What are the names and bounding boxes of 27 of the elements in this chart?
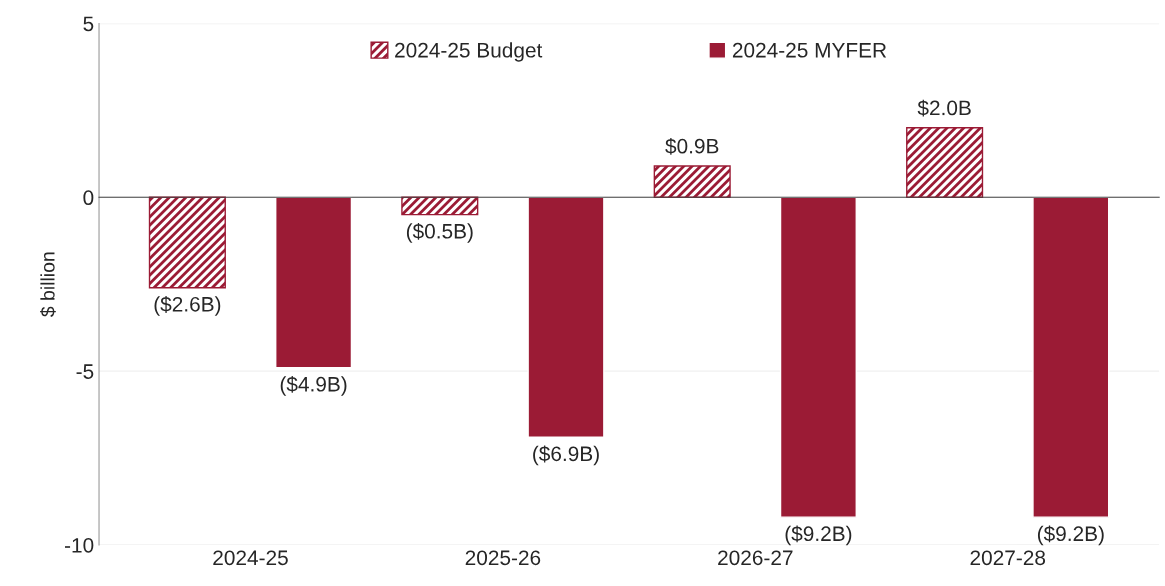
data-label: ($4.9B) — [280, 375, 347, 396]
bar — [906, 127, 984, 198]
x-tick-label: 2024-25 — [213, 550, 288, 566]
bar — [779, 196, 857, 518]
data-label: ($6.9B) — [533, 445, 599, 466]
bar — [1032, 196, 1110, 518]
x-tick-label: 2026-27 — [718, 550, 793, 566]
x-tick-label: 2027-28 — [970, 550, 1046, 566]
data-label: $0.9B — [665, 137, 719, 155]
bar — [401, 196, 479, 216]
bar — [275, 196, 353, 369]
y-axis-title: $ billion — [40, 252, 56, 317]
y-tick-label: 0 — [83, 190, 94, 206]
data-label: $2.0B — [917, 99, 971, 117]
data-label: ($0.5B) — [406, 222, 473, 243]
y-tick-label: -10 — [64, 537, 94, 553]
x-tick-label: 2025-26 — [465, 550, 541, 566]
data-label: ($9.2B) — [785, 525, 852, 546]
bar — [148, 196, 226, 289]
bar — [653, 165, 731, 198]
y-tick-label: 5 — [83, 16, 94, 32]
data-label: ($2.6B) — [154, 296, 221, 316]
legend-label: 2024-25 MYFER — [732, 42, 887, 58]
data-label: ($9.2B) — [1037, 525, 1104, 546]
legend-label: 2024-25 Budget — [395, 42, 543, 62]
y-tick-label: -5 — [76, 364, 94, 379]
bar — [527, 196, 605, 438]
